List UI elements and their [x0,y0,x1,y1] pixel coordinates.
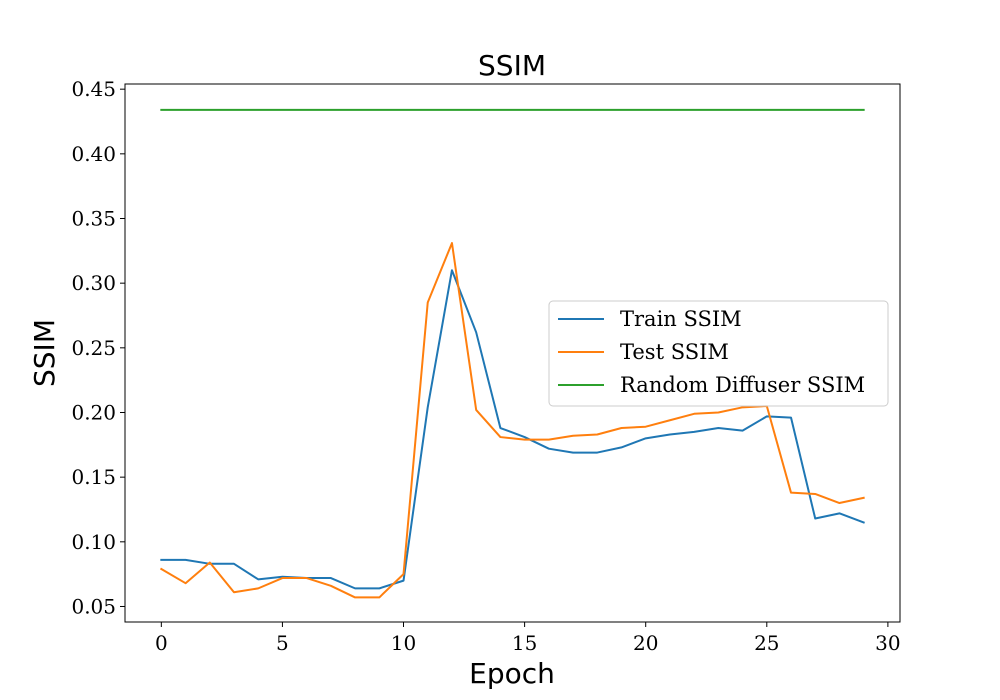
legend-label-3: Random Diffuser SSIM [620,373,865,397]
y-tick-label: 0.10 [71,530,116,554]
x-axis-ticks: 0 5 10 15 20 25 30 [155,622,901,655]
series-line-2 [159,242,865,599]
y-tick-label: 0.15 [71,465,116,489]
series-line-1 [160,269,865,590]
legend-label-1: Train SSIM [620,307,742,331]
y-tick-label: 0.45 [71,77,116,101]
legend-box [548,300,889,407]
y-tick-label: 0.35 [71,207,116,231]
y-tick-label: 0.20 [71,400,116,424]
plot-lines [159,108,865,599]
x-tick-label: 30 [875,631,900,655]
x-tick-label: 5 [276,631,289,655]
plot-frame [124,83,901,623]
x-tick-label: 25 [754,631,779,655]
legend-label-2: Test SSIM [620,340,729,364]
x-tick-label: 20 [633,631,658,655]
y-axis-label: SSIM [28,319,61,387]
legend: Train SSIM Test SSIM Random Diffuser SSIM [548,300,889,407]
y-tick-label: 0.05 [71,594,116,618]
y-tick-label: 0.25 [71,336,116,360]
x-tick-label: 0 [155,631,168,655]
x-tick-label: 10 [391,631,416,655]
y-tick-label: 0.30 [71,271,116,295]
y-axis-ticks: 0.05 0.10 0.15 0.20 0.25 0.30 0.35 0.40 0.45 [71,77,125,618]
x-tick-label: 15 [512,631,537,655]
x-axis-label: Epoch [469,657,555,690]
chart-title: SSIM [478,49,546,82]
y-tick-label: 0.40 [71,142,116,166]
